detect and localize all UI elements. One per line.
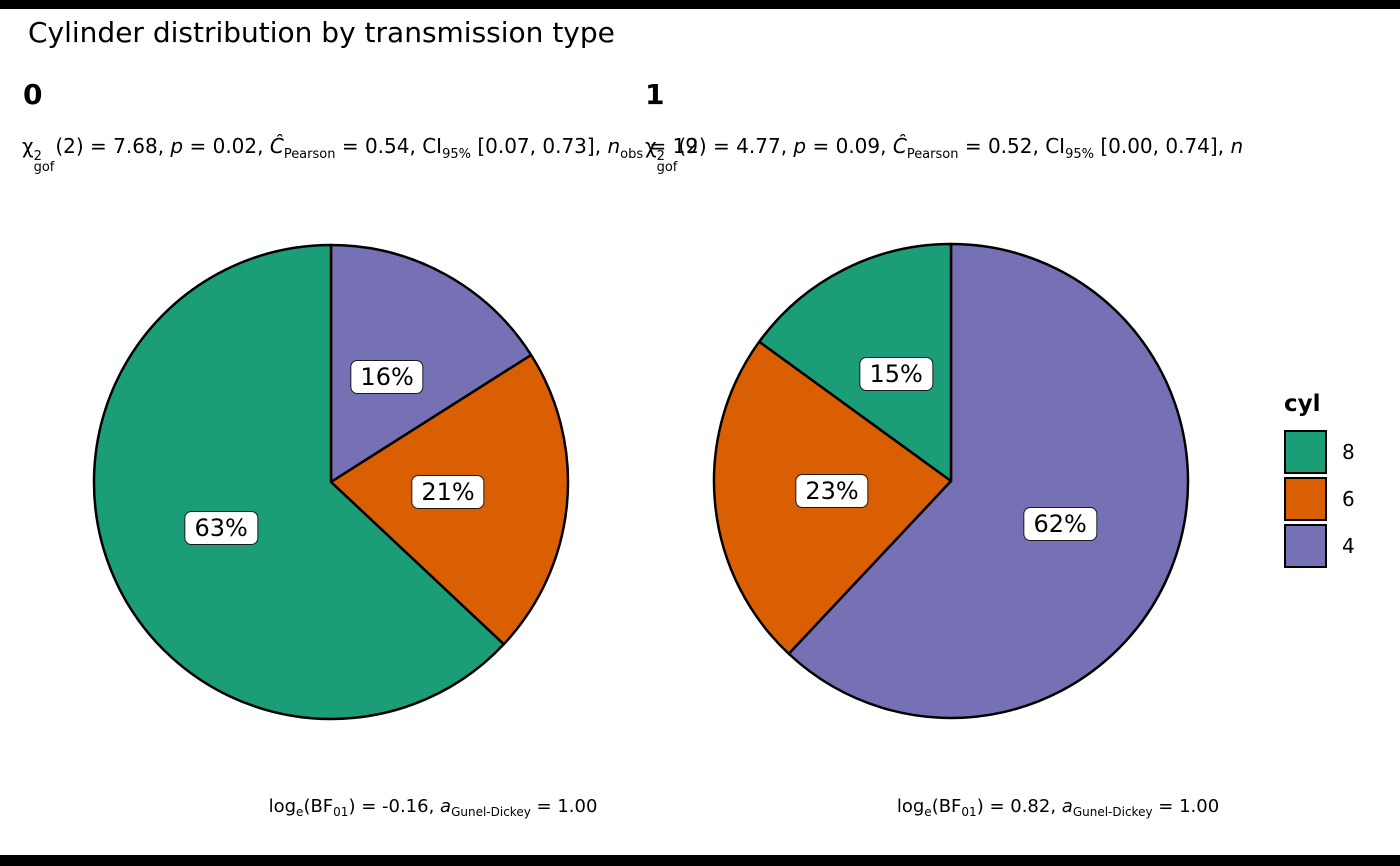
pie-slice-cyl4 <box>329 243 533 484</box>
legend-item-label: 4 <box>1342 534 1355 558</box>
legend-swatch-icon <box>1284 477 1327 521</box>
legend-swatch-icon <box>1284 524 1327 568</box>
legend-item-label: 8 <box>1342 440 1355 464</box>
percent-label-facet1-cyl8: 15% <box>859 357 933 392</box>
letterbox-bottom-bar <box>0 855 1400 866</box>
legend-swatch-icon <box>1284 430 1327 474</box>
legend-item-label: 6 <box>1342 487 1355 511</box>
letterbox-top-bar <box>0 0 1400 9</box>
legend-item-cyl4: 4 <box>1284 524 1355 568</box>
pie-slice-cyl8 <box>758 242 953 483</box>
facet-label-1: 1 <box>645 78 665 111</box>
pie-slice-cyl4 <box>787 242 1190 720</box>
pie-chart-facet-0 <box>92 243 570 721</box>
percent-label-facet1-cyl6: 23% <box>795 474 869 509</box>
legend-title: cyl <box>1284 391 1321 417</box>
legend-item-cyl8: 8 <box>1284 430 1355 474</box>
percent-label-facet0-cyl4: 16% <box>350 360 424 395</box>
percent-label-facet0-cyl6: 21% <box>411 475 485 510</box>
bayes-caption-0: loge(BF01) = -0.16, aGunel-Dickey = 1.00 <box>268 796 598 819</box>
pie-slice-cyl8 <box>92 243 506 721</box>
stats-subtitle-0: χ 2 gof (2) = 7.68, p = 0.02, ĈPearson = 0.… <box>22 134 699 175</box>
legend: cyl 8 6 4 <box>1284 391 1355 571</box>
facet-label-0: 0 <box>23 78 43 111</box>
stats-subtitle-1: χ 2 gof (2) = 4.77, p = 0.09, ĈPearson = 0.… <box>645 134 1244 175</box>
legend-item-cyl6: 6 <box>1284 477 1355 521</box>
percent-label-facet0-cyl8: 63% <box>184 511 258 546</box>
bayes-caption-1: loge(BF01) = 0.82, aGunel-Dickey = 1.00 <box>896 796 1220 819</box>
legend-items: 8 6 4 <box>1284 430 1355 568</box>
chart-title: Cylinder distribution by transmission ty… <box>28 16 615 49</box>
pie-chart-facet-1 <box>712 242 1190 720</box>
percent-label-facet1-cyl4: 62% <box>1023 506 1097 541</box>
